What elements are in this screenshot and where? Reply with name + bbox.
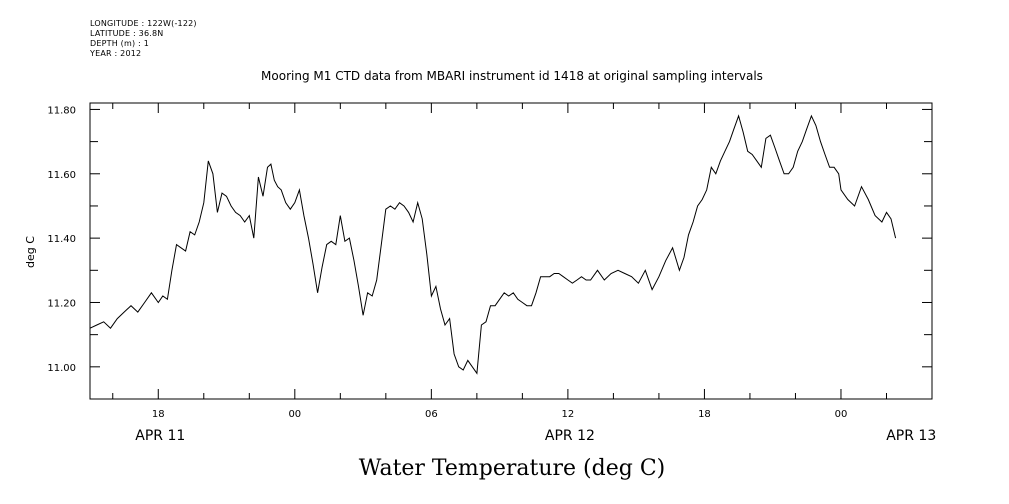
y-tick-label: 11.60 xyxy=(47,170,76,181)
x-axis-date-labels: APR 11 APR 12 APR 13 xyxy=(135,428,936,444)
chart-title: Mooring M1 CTD data from MBARI instrumen… xyxy=(261,69,763,83)
x-axis-ticks: 18 00 06 12 18 00 xyxy=(112,103,933,420)
y-axis-label: deg C xyxy=(24,236,37,268)
x-date-label: APR 13 xyxy=(886,428,936,444)
y-tick-label: 11.80 xyxy=(47,105,76,116)
y-tick-label: 11.20 xyxy=(47,298,76,309)
x-tick-label: 18 xyxy=(152,409,165,420)
y-axis-ticks: 11.00 11.20 11.40 11.60 11.80 xyxy=(47,105,932,400)
metadata-latitude: LATITUDE : 36.8N xyxy=(90,29,164,38)
chart-caption: Water Temperature (deg C) xyxy=(359,456,666,481)
x-date-label: APR 12 xyxy=(545,428,595,444)
metadata-block: LONGITUDE : 122W(-122) LATITUDE : 36.8N … xyxy=(90,19,197,59)
metadata-year: YEAR : 2012 xyxy=(90,49,142,58)
x-tick-label: 06 xyxy=(425,409,438,420)
metadata-longitude: LONGITUDE : 122W(-122) xyxy=(90,19,197,28)
metadata-depth: DEPTH (m) : 1 xyxy=(90,39,149,48)
x-tick-label: 00 xyxy=(835,409,848,420)
x-tick-label: 12 xyxy=(562,409,575,420)
temperature-series-line xyxy=(89,114,897,375)
y-tick-label: 11.00 xyxy=(47,363,76,374)
y-tick-label: 11.40 xyxy=(47,234,76,245)
x-date-label: APR 11 xyxy=(135,428,185,444)
x-tick-label: 18 xyxy=(698,409,711,420)
x-tick-label: 00 xyxy=(288,409,301,420)
plot-frame xyxy=(89,102,933,400)
